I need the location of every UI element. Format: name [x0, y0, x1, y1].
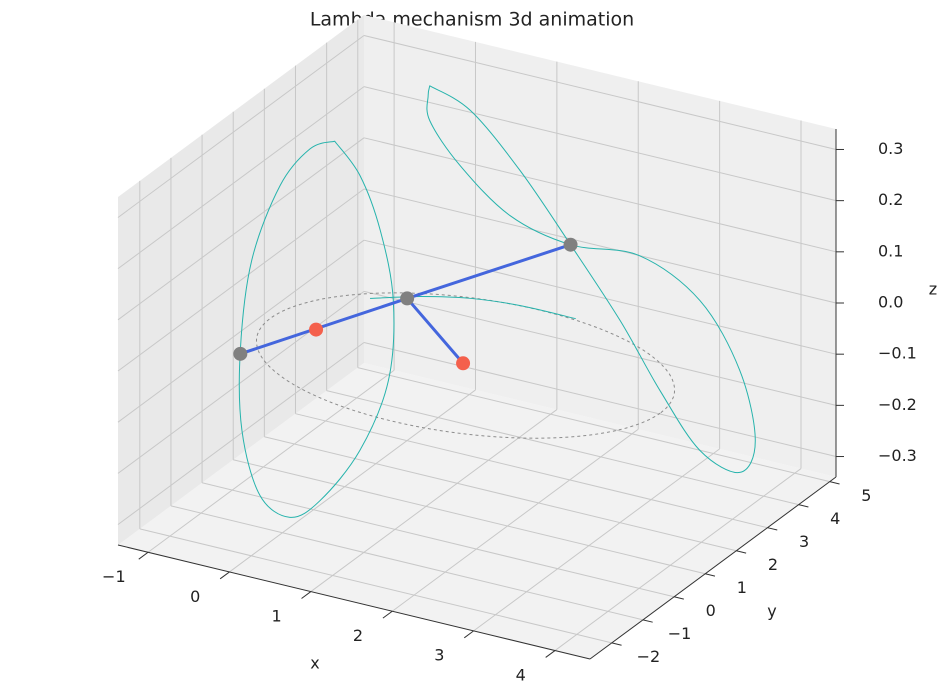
- y-axis-label: y: [767, 602, 776, 621]
- y-tick-label: 2: [768, 555, 778, 574]
- trajectory: [238, 140, 395, 518]
- grid-line: [363, 290, 837, 406]
- x-tick: [219, 571, 230, 580]
- grid-line: [473, 448, 720, 632]
- joint: [400, 291, 415, 306]
- x-axis-line: [117, 544, 591, 660]
- grid-line: [170, 505, 644, 621]
- grid-line: [363, 188, 837, 304]
- x-tick-label: 4: [516, 665, 526, 684]
- grid-line: [363, 239, 837, 355]
- grid-line: [117, 86, 365, 270]
- grid-line: [139, 528, 612, 644]
- joint: [456, 356, 471, 371]
- y-tick-label: 4: [830, 509, 840, 528]
- y-tick: [705, 573, 716, 577]
- grid-line: [391, 428, 639, 612]
- x-tick-label: 0: [190, 587, 200, 606]
- y-tick-label: 0: [706, 601, 716, 620]
- y-tick: [642, 619, 653, 623]
- y-tick: [767, 527, 778, 531]
- grid-line: [363, 86, 837, 202]
- y-tick-label: 3: [799, 532, 809, 551]
- joint: [563, 237, 578, 252]
- z-tick-label: −0.1: [878, 344, 917, 363]
- link: [405, 296, 465, 365]
- x-tick: [138, 551, 149, 560]
- y-axis-line: [589, 476, 837, 660]
- y-tick: [798, 504, 809, 508]
- grid-line: [295, 413, 768, 529]
- grid-line: [229, 389, 476, 573]
- grid-line: [117, 342, 365, 525]
- x-tick-label: 1: [272, 606, 282, 625]
- y-tick: [673, 596, 684, 600]
- x-tick-label: −1: [102, 567, 126, 586]
- x-tick-label: 2: [353, 626, 363, 645]
- z-tick-label: −0.2: [878, 395, 917, 414]
- x-tick: [463, 630, 474, 639]
- y-tick-label: −2: [637, 647, 661, 666]
- y-tick-label: 5: [861, 486, 871, 505]
- floor-pane: [118, 363, 836, 659]
- y-tick: [829, 481, 840, 485]
- grid-line: [264, 436, 737, 552]
- joint: [233, 346, 248, 361]
- y-tick: [736, 550, 747, 554]
- x-tick: [301, 591, 312, 599]
- joint: [309, 322, 324, 337]
- y-tick-label: 1: [737, 578, 747, 597]
- x-tick: [382, 610, 393, 619]
- z-tick-label: 0.3: [878, 139, 903, 158]
- y-tick: [611, 642, 622, 646]
- grid-line: [326, 390, 799, 506]
- grid-line: [117, 35, 365, 218]
- y-tick-label: −1: [668, 624, 692, 643]
- grid-line: [554, 468, 802, 651]
- trajectory: [426, 85, 756, 473]
- grid-line: [147, 369, 395, 553]
- z-tick-label: 0.2: [878, 190, 903, 209]
- grid-line: [310, 409, 558, 592]
- path-circle: [255, 292, 676, 439]
- grid-line: [363, 137, 837, 253]
- grid-line: [117, 137, 365, 321]
- grid-line: [233, 459, 706, 575]
- grid-line: [117, 290, 365, 474]
- x-tick: [545, 650, 556, 658]
- z-tick-label: 0.1: [878, 241, 903, 260]
- grid-line: [363, 342, 837, 458]
- z-axis-label: z: [929, 280, 937, 299]
- z-tick-label: −0.3: [878, 446, 917, 465]
- x-tick-label: 3: [434, 646, 444, 665]
- grid-line: [363, 34, 837, 150]
- grid-line: [201, 482, 675, 598]
- grid-line: [117, 239, 365, 423]
- grid-line: [117, 188, 365, 372]
- x-axis-label: x: [310, 654, 319, 673]
- z-tick-label: 0.0: [878, 293, 903, 312]
